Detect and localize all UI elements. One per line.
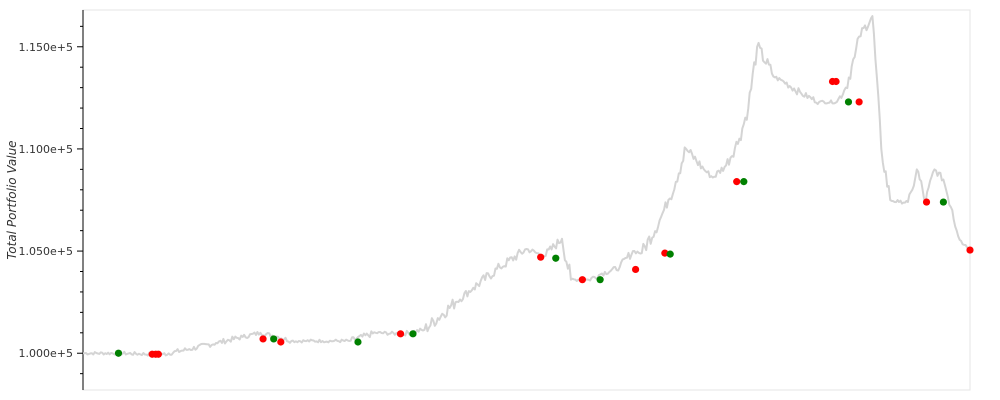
sell-trade-marker: [661, 249, 669, 257]
sell-trade-marker: [632, 265, 640, 274]
sell-trade-marker: [966, 246, 974, 254]
sell-trade-markers: [148, 77, 974, 358]
sell-trade-marker: [154, 350, 162, 358]
buy-trade-marker: [596, 276, 604, 284]
sell-trade-marker: [832, 77, 840, 86]
buy-trade-marker: [740, 178, 748, 186]
buy-trade-marker: [114, 349, 123, 357]
sell-trade-marker: [396, 330, 405, 338]
y-axis-ticks: 1.000e+5 1.050e+5 1.100e+5 1.150e+5: [19, 25, 83, 375]
portfolio-value-line: [82, 15, 971, 357]
y-tick-label: 1.150e+5: [19, 41, 73, 54]
sell-trade-marker: [537, 253, 545, 261]
y-tick-label: 1.100e+5: [19, 143, 73, 156]
sell-trade-marker: [922, 198, 931, 206]
sell-trade-marker: [733, 178, 741, 186]
buy-trade-marker: [939, 198, 947, 206]
buy-trade-marker: [666, 250, 674, 258]
sell-trade-marker: [855, 98, 863, 106]
plot-frame: [82, 9, 971, 391]
sell-trade-marker: [277, 338, 285, 346]
buy-trade-marker: [844, 98, 853, 106]
sell-trade-marker: [259, 335, 267, 343]
buy-trade-marker: [270, 335, 278, 343]
buy-trade-marker: [552, 254, 560, 262]
y-tick-label: 1.000e+5: [19, 347, 73, 360]
y-tick-label: 1.050e+5: [19, 245, 73, 258]
buy-trade-marker: [409, 330, 417, 338]
y-axis-label: Total Portfolio Value: [5, 140, 19, 259]
buy-trade-marker: [354, 338, 362, 346]
buy-trade-markers: [114, 98, 947, 357]
sell-trade-marker: [578, 276, 586, 284]
